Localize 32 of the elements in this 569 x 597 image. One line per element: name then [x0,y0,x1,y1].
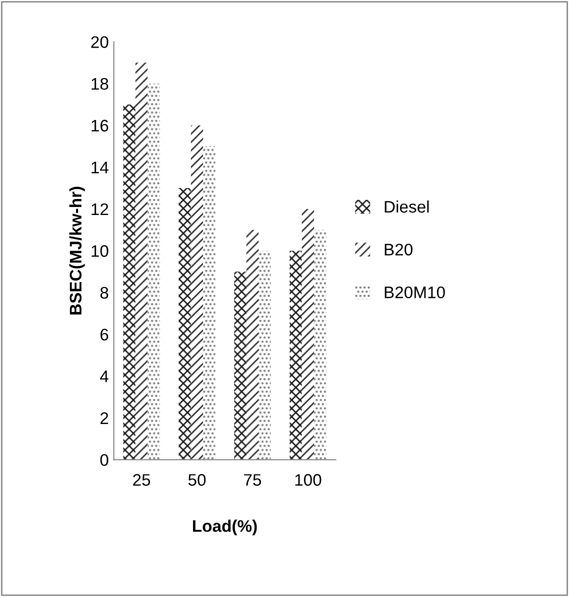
legend-label: B20M10 [384,286,445,298]
y-tick-label: 0 [100,454,108,466]
bar [135,62,148,460]
y-tick-label: 18 [92,78,108,90]
bar [290,250,302,460]
y-tick-label: 4 [100,370,108,382]
bar [148,84,160,460]
legend-label: Diesel [384,200,429,213]
y-tick-label: 2 [100,412,108,424]
x-tick-label: 25 [133,474,150,486]
x-tick-label: 100 [295,474,322,486]
bar [123,104,136,460]
bar [302,208,314,460]
bar [234,272,246,460]
bar [203,146,216,460]
y-tick-label: 14 [92,162,108,174]
legend-label: B20 [384,244,412,256]
y-tick-label: 16 [92,120,108,132]
bar [190,125,204,460]
bar [246,230,259,460]
y-tick-label: 12 [92,203,108,215]
bar [314,230,326,460]
y-tick-label: 8 [100,286,108,299]
y-tick-label: 6 [100,328,108,341]
x-tick-label: 50 [188,474,206,486]
x-axis-title: Load(%) [193,520,257,536]
bar [178,188,191,460]
y-tick-label: 10 [92,245,108,257]
y-tick-label: 20 [91,36,108,48]
x-tick-label: 75 [244,474,262,486]
y-axis-title: BSEC(MJ/kw-hr) [69,186,85,314]
bar [258,250,271,460]
